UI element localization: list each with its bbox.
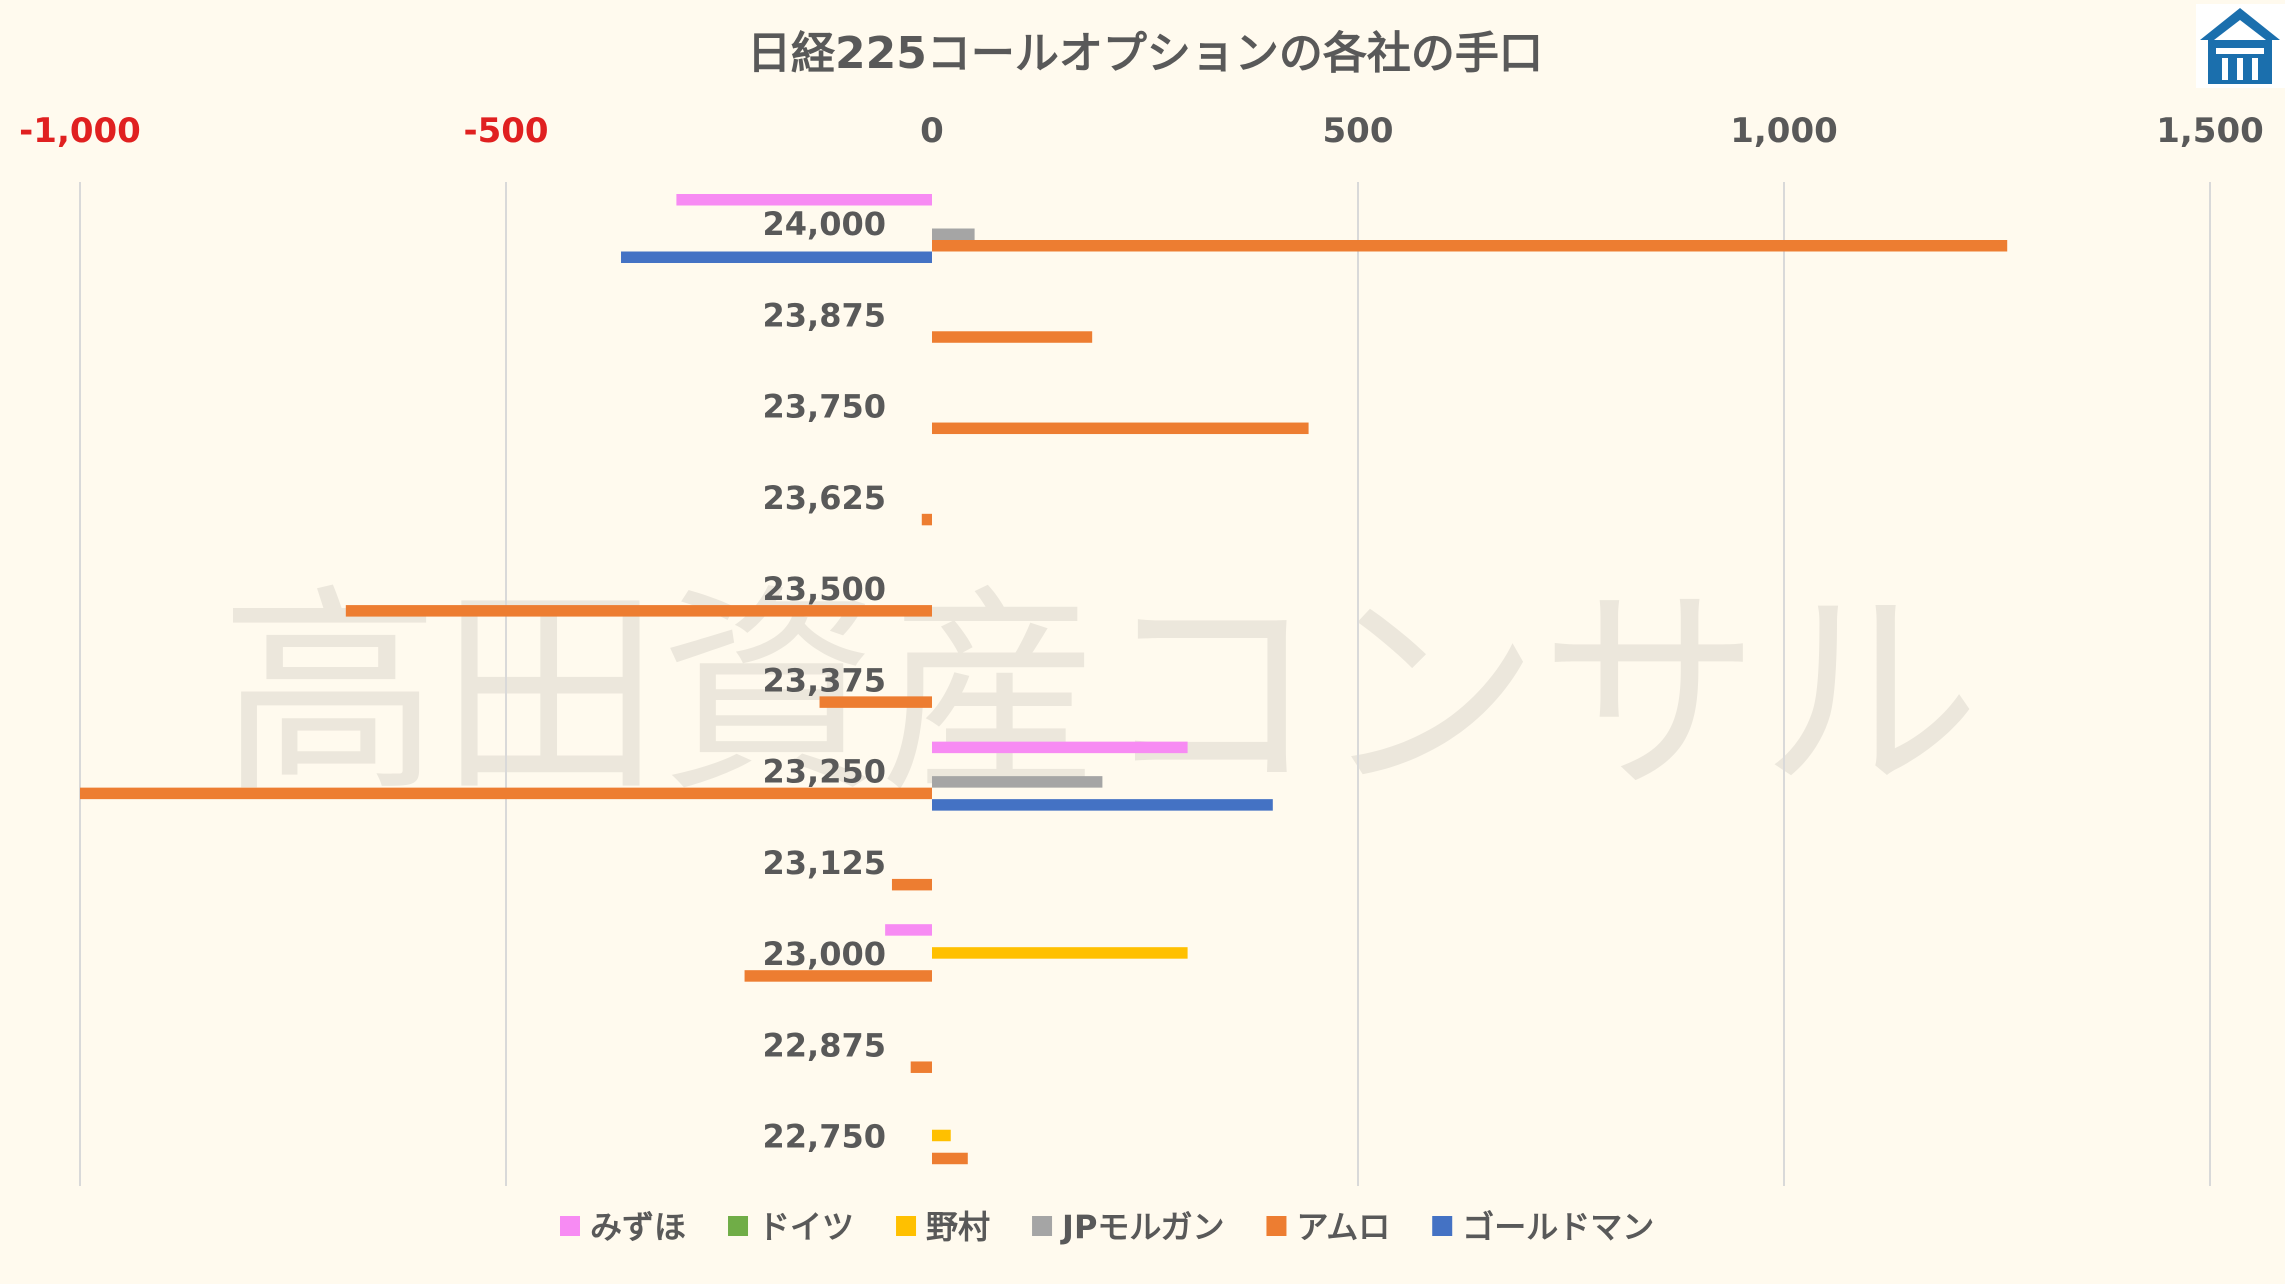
legend-item: 野村: [896, 1208, 990, 1246]
bar-野村-23,000: [932, 947, 1188, 959]
gridlines: [79, 182, 2211, 1186]
bar-アムロ-24,000: [932, 240, 2008, 252]
x-tick-label: -500: [463, 111, 548, 151]
bar-みずほ-24,000: [676, 194, 932, 206]
legend-label: アムロ: [1296, 1208, 1390, 1246]
x-tick-label: 1,500: [2156, 111, 2264, 151]
bar-JPモルガン-24,000: [932, 228, 975, 240]
bar-アムロ-22,875: [910, 1061, 932, 1073]
x-tick-label: 500: [1323, 111, 1394, 151]
legend-label: みずほ: [590, 1208, 686, 1246]
legend-swatch: [560, 1216, 580, 1236]
x-tick-label: 1,000: [1730, 111, 1838, 151]
legend-item: JPモルガン: [1032, 1208, 1224, 1246]
legend-label: 野村: [926, 1208, 990, 1246]
legend-swatch: [1266, 1216, 1287, 1236]
legend-swatch: [1032, 1216, 1053, 1236]
bar-アムロ-23,750: [932, 422, 1309, 435]
bar-アムロ-23,375: [819, 696, 932, 708]
category-label: 23,250: [763, 753, 886, 791]
bar-ゴールドマン-23,250: [932, 799, 1273, 811]
legend-label: JPモルガン: [1060, 1208, 1224, 1246]
category-label: 22,750: [763, 1118, 886, 1156]
bars: [80, 194, 2008, 1165]
legend-swatch: [896, 1216, 917, 1236]
legend-swatch: [728, 1216, 749, 1236]
category-label: 23,125: [763, 844, 886, 882]
bar-アムロ-23,250: [80, 787, 932, 800]
category-label: 22,875: [763, 1026, 886, 1064]
legend-item: アムロ: [1266, 1208, 1390, 1246]
category-label: 23,000: [763, 935, 886, 973]
legend-item: ゴールドマン: [1432, 1208, 1654, 1246]
legend-label: ドイツ: [758, 1208, 854, 1246]
legend-swatch: [1432, 1216, 1453, 1236]
x-axis-tick-labels: -1,000 -500 0 500 1,000 1,500: [19, 111, 2264, 151]
bar-アムロ-22,750: [932, 1152, 968, 1165]
category-label: 23,750: [763, 388, 886, 426]
bar-野村-22,750: [932, 1129, 951, 1142]
bar-アムロ-23,625: [921, 513, 932, 526]
legend-item: みずほ: [560, 1208, 686, 1246]
bar-アムロ-23,125: [891, 878, 932, 891]
x-tick-label: 0: [920, 111, 944, 151]
bar-みずほ-23,250: [932, 741, 1188, 754]
building-roof-logo-icon: [2196, 4, 2285, 88]
category-label: 23,625: [763, 479, 886, 517]
legend-item: ドイツ: [728, 1208, 854, 1246]
bar-みずほ-23,000: [885, 924, 932, 936]
bar-JPモルガン-23,250: [932, 776, 1103, 788]
bar-アムロ-23,000: [744, 970, 932, 982]
category-label: 24,000: [763, 205, 886, 243]
category-labels: 24,000 23,875 23,750 23,625 23,500 23,375 23,2…: [763, 205, 886, 1156]
category-label: 23,875: [763, 296, 886, 334]
legend-label: ゴールドマン: [1462, 1208, 1654, 1246]
x-tick-label: -1,000: [19, 111, 141, 151]
bar-アムロ-23,500: [345, 605, 933, 617]
category-label: 23,375: [763, 661, 886, 699]
chart-title: 日経225コールオプションの各社の手口: [747, 28, 1543, 79]
category-label: 23,500: [763, 570, 886, 608]
bar-ゴールドマン-24,000: [621, 251, 932, 263]
legend: みずほ ドイツ 野村 JPモルガン アムロ ゴールドマン: [560, 1208, 1654, 1246]
bar-アムロ-23,875: [932, 331, 1093, 343]
